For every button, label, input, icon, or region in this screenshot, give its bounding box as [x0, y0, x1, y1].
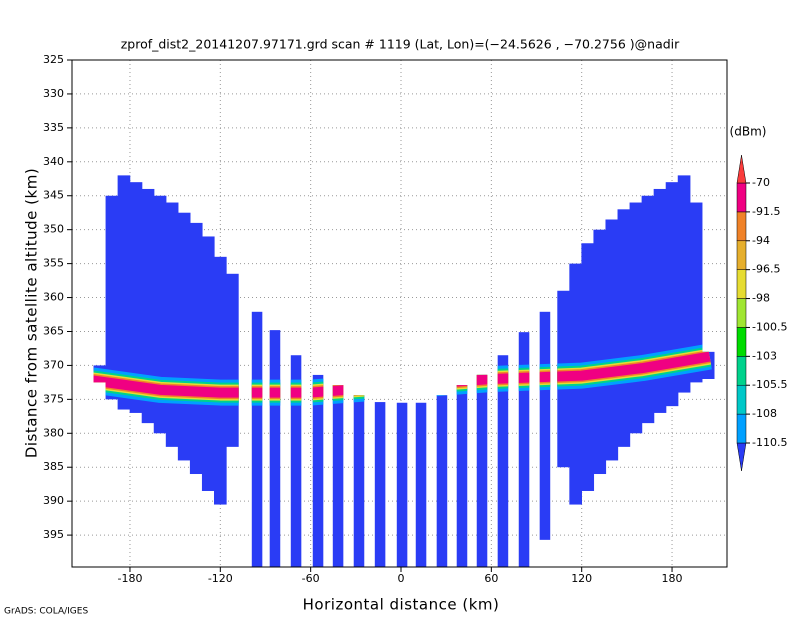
echo-column [251, 311, 263, 567]
colorbar-tick-label: -70 [752, 176, 770, 189]
colorbar-segment [736, 384, 747, 415]
echo-column [641, 195, 655, 424]
colorbar-tick-label: -100.5 [752, 320, 787, 333]
echo-column [117, 175, 131, 410]
echo-column [290, 355, 302, 567]
x-tick-label: -60 [302, 572, 320, 585]
echo-column [189, 222, 203, 475]
y-tick-label: 375 [43, 392, 64, 405]
colorbar-segment [736, 327, 747, 357]
echo-column [593, 229, 607, 475]
echo-column [353, 395, 365, 567]
colorbar-segment [736, 356, 747, 386]
echo-column [476, 374, 488, 567]
colorbar-tick-label: -98 [752, 292, 770, 305]
y-tick-label: 335 [43, 121, 64, 134]
plot-frame [71, 59, 728, 568]
echo-column [436, 395, 448, 567]
colorbar-cap [736, 442, 747, 472]
chart-title: zprof_dist2_20141207.97171.grd scan # 11… [121, 37, 680, 52]
y-tick-label: 365 [43, 324, 64, 337]
echo-column [629, 202, 643, 434]
y-tick-label: 360 [43, 291, 64, 304]
colorbar-segment [736, 182, 747, 213]
echo-column [374, 402, 386, 567]
x-tick-label: 60 [484, 572, 498, 585]
y-tick-label: 350 [43, 223, 64, 236]
x-tick-label: 180 [662, 572, 683, 585]
echo-column [226, 273, 239, 447]
y-tick-label: 390 [43, 494, 64, 507]
echo-column [677, 175, 691, 393]
colorbar-tick-label: -96.5 [752, 263, 780, 276]
y-tick-label: 325 [43, 53, 64, 66]
echo-column [605, 219, 619, 461]
echo-column [653, 188, 667, 413]
echo-column [141, 188, 155, 424]
x-axis-label: Horizontal distance (km) [303, 596, 500, 614]
echo-column [177, 212, 191, 461]
echo-column [201, 236, 215, 491]
echo-column [153, 195, 167, 434]
echo-column [105, 195, 119, 400]
colorbar-segment [736, 413, 747, 444]
colorbar-tick-label: -110.5 [752, 436, 787, 449]
plot-area [72, 59, 727, 567]
colorbar-tick-label: -103 [752, 349, 777, 362]
colorbar-segment [736, 211, 747, 242]
echo-column [539, 311, 551, 540]
x-tick-label: -120 [208, 572, 233, 585]
y-tick-label: 340 [43, 155, 64, 168]
echo-column [332, 385, 344, 567]
colorbar-label: (dBm) [730, 125, 767, 139]
colorbar-tick-label: -105.5 [752, 378, 787, 391]
x-tick-label: 120 [571, 572, 592, 585]
colorbar-cap [736, 154, 747, 184]
echo-column [497, 355, 509, 567]
echo-column [689, 202, 703, 383]
colorbar-tick-label: -108 [752, 407, 777, 420]
echo-column [396, 402, 408, 567]
x-tick-label: -180 [117, 572, 142, 585]
colorbar-tick-label: -91.5 [752, 205, 780, 218]
colorbar-segment [736, 269, 747, 299]
echo-column [456, 385, 468, 567]
echo-column [415, 402, 427, 567]
echo-column [269, 330, 281, 567]
x-tick-label: 0 [398, 572, 405, 585]
echo-column [129, 182, 143, 413]
y-axis-label: Distance from satellite altitude (km) [23, 168, 41, 458]
echo-column [518, 332, 530, 567]
colorbar-segment [736, 240, 747, 270]
y-tick-label: 395 [43, 528, 64, 541]
y-tick-label: 345 [43, 189, 64, 202]
echo-column [165, 202, 179, 447]
colorbar-tick-label: -94 [752, 234, 770, 247]
y-tick-label: 385 [43, 460, 64, 473]
y-tick-label: 355 [43, 257, 64, 270]
y-tick-label: 380 [43, 426, 64, 439]
echo-column [312, 374, 324, 567]
colorbar-segment [736, 298, 747, 328]
colorbar: -110.5 -108 -105.5 -103 -100.5 -98 -96.5 -94 -91… [736, 154, 787, 472]
y-tick-label: 330 [43, 87, 64, 100]
y-tick-label: 370 [43, 358, 64, 371]
echo-column [617, 209, 631, 447]
footer: GrADS: COLA/IGES [4, 607, 88, 617]
